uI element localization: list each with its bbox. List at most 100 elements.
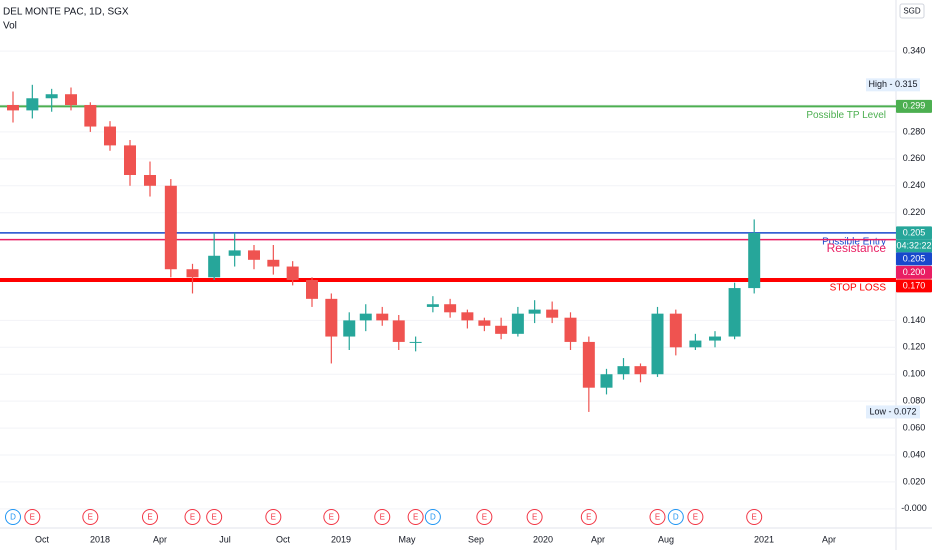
event-marker xyxy=(424,509,441,525)
y-tick-label: 0.020 xyxy=(903,476,926,486)
y-tick-label: 0.060 xyxy=(903,422,926,432)
candle-body xyxy=(617,366,630,375)
x-tick-label: Oct xyxy=(35,534,50,544)
event-marker xyxy=(687,509,704,525)
event-label: E xyxy=(586,513,591,522)
candle-body xyxy=(267,259,280,267)
y-tick-label: 0.240 xyxy=(903,180,926,190)
price-tag xyxy=(896,226,932,240)
candle-body xyxy=(228,250,241,256)
event-label: E xyxy=(413,513,418,522)
extreme-box xyxy=(866,405,920,419)
candle-body xyxy=(376,313,389,321)
currency[interactable]: SGD xyxy=(903,7,921,16)
extreme-box xyxy=(866,78,920,92)
candle-body xyxy=(208,255,221,278)
x-tick-label: 2020 xyxy=(533,534,553,544)
event-marker xyxy=(142,509,158,525)
y-tick-label: 0.080 xyxy=(903,396,926,406)
event-marker xyxy=(206,509,223,525)
y-tick-label: 0.280 xyxy=(903,126,926,136)
event-marker xyxy=(649,509,666,525)
event-label: E xyxy=(271,513,276,522)
event-label: E xyxy=(655,513,660,522)
candle-body xyxy=(651,313,664,375)
candle-body xyxy=(689,340,702,348)
y-tick-label: 0.040 xyxy=(903,449,926,459)
candle-body xyxy=(286,266,299,280)
candle-body xyxy=(564,317,577,342)
candle-body xyxy=(392,320,405,342)
y-tick-label: 0.220 xyxy=(903,207,926,217)
candle-body xyxy=(45,94,58,99)
price-tag xyxy=(896,99,932,113)
y-tick-label: -0.000 xyxy=(901,503,927,513)
price-tag-label: 0.205 xyxy=(903,253,926,263)
level-label: Resistance xyxy=(827,241,887,255)
candle-body xyxy=(582,341,595,388)
level-label: Possible TP Level xyxy=(806,110,886,121)
x-tick-label: 2019 xyxy=(331,534,351,544)
x-tick-label: Apr xyxy=(153,534,167,544)
x-tick-label: Jul xyxy=(219,534,231,544)
event-marker xyxy=(24,509,41,525)
event-label: E xyxy=(211,513,216,522)
x-tick-label: Sep xyxy=(468,534,484,544)
x-tick-label: Aug xyxy=(658,534,674,544)
candle-body xyxy=(164,185,177,270)
candle-body xyxy=(461,312,474,321)
currency-box[interactable] xyxy=(899,3,925,19)
price-tag-label: 0.299 xyxy=(903,101,926,111)
countdown: 04:32:22 xyxy=(896,240,931,250)
candle-body xyxy=(343,320,356,337)
price-tag xyxy=(896,252,932,266)
candle-body xyxy=(546,309,559,318)
countdown-box xyxy=(896,239,932,253)
event-marker xyxy=(476,509,493,525)
event-marker xyxy=(580,509,597,525)
x-tick-label: 2021 xyxy=(754,534,774,544)
candle-body xyxy=(495,325,508,334)
event-marker xyxy=(82,509,99,525)
event-label: E xyxy=(147,513,152,522)
event-label: E xyxy=(380,513,385,522)
y-tick-label: 0.140 xyxy=(903,315,926,325)
y-tick-label: 0.340 xyxy=(903,46,926,56)
price-tag-label: 0.200 xyxy=(903,267,926,277)
event-marker xyxy=(374,509,391,525)
event-label: E xyxy=(88,513,93,522)
candle-body xyxy=(600,374,613,388)
x-tick-label: May xyxy=(398,534,416,544)
y-tick-label: 0.120 xyxy=(903,342,926,352)
candle-body xyxy=(26,98,39,111)
event-marker xyxy=(323,509,340,525)
candle-body xyxy=(186,269,199,278)
candle-body xyxy=(728,288,741,337)
event-label: D xyxy=(430,513,436,522)
price-tag-label: 0.170 xyxy=(903,280,926,290)
x-tick-label: 2018 xyxy=(90,534,110,544)
candle-body xyxy=(709,336,721,341)
event-marker xyxy=(5,509,21,525)
candle-body xyxy=(84,105,97,127)
candle-body xyxy=(144,175,156,186)
level-label: STOP LOSS xyxy=(830,283,887,294)
candle-body xyxy=(306,280,318,299)
price-tag-label: 0.205 xyxy=(903,227,926,237)
candle-body xyxy=(511,313,524,334)
candle-body xyxy=(104,126,116,146)
event-label: E xyxy=(30,513,35,522)
candle-body xyxy=(359,313,372,321)
candle-body xyxy=(426,304,439,307)
event-marker xyxy=(526,509,543,525)
event-marker xyxy=(265,509,282,525)
candle-body xyxy=(409,341,422,343)
price-tag xyxy=(896,265,932,279)
candle-body xyxy=(124,145,136,175)
x-tick-label: Oct xyxy=(276,534,291,544)
y-tick-label: 0.260 xyxy=(903,153,926,163)
x-tick-label: Apr xyxy=(822,534,836,544)
candle-body xyxy=(65,94,77,105)
level-label: Possible Entry xyxy=(822,237,886,248)
